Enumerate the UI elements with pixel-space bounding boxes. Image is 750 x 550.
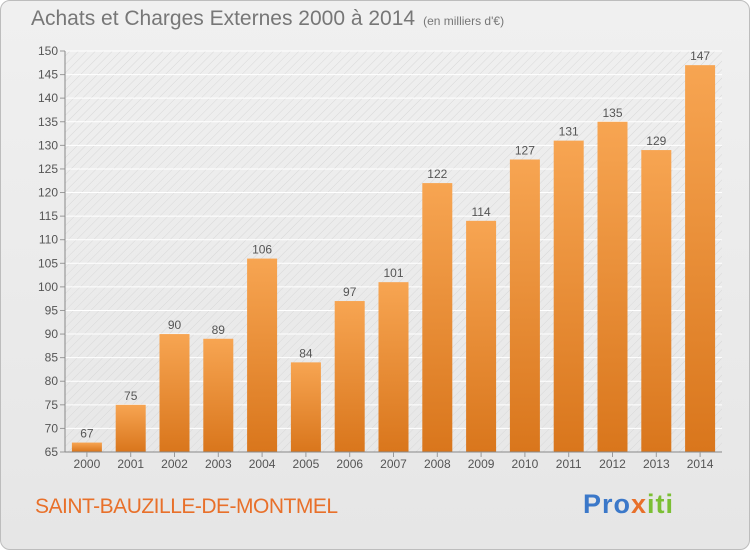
bar-value-label: 75 xyxy=(124,389,138,403)
bar-value-label: 90 xyxy=(168,318,182,332)
y-tick-label: 105 xyxy=(38,256,58,270)
y-tick-label: 65 xyxy=(45,445,59,459)
bar-value-label: 84 xyxy=(299,346,313,360)
y-tick-label: 85 xyxy=(45,351,59,365)
logo-part-3: iti xyxy=(647,489,675,519)
x-tick-label: 2012 xyxy=(599,457,626,471)
logo-part-2: x xyxy=(631,489,648,519)
bar xyxy=(509,159,540,452)
y-tick-label: 90 xyxy=(45,327,59,341)
x-tick-label: 2001 xyxy=(117,457,144,471)
x-tick-label: 2007 xyxy=(380,457,407,471)
y-tick-label: 120 xyxy=(38,186,58,200)
bar-value-label: 129 xyxy=(646,134,666,148)
x-tick-label: 2000 xyxy=(74,457,101,471)
x-tick-label: 2003 xyxy=(205,457,232,471)
bar xyxy=(378,282,409,452)
proxiti-logo: Proxiti xyxy=(583,489,674,520)
y-tick-label: 115 xyxy=(39,209,58,223)
chart-title: Achats et Charges Externes 2000 à 2014 (e… xyxy=(31,7,504,31)
bar-value-label: 114 xyxy=(472,205,491,219)
y-tick-label: 145 xyxy=(38,68,58,82)
y-tick-label: 125 xyxy=(38,162,58,176)
x-tick-label: 2014 xyxy=(687,457,714,471)
bar xyxy=(422,183,453,452)
bar-value-label: 89 xyxy=(212,323,226,337)
x-tick-label: 2002 xyxy=(161,457,188,471)
commune-name: SAINT-BAUZILLE-DE-MONTMEL xyxy=(35,495,338,518)
y-tick-label: 140 xyxy=(38,91,58,105)
x-tick-label: 2009 xyxy=(468,457,495,471)
x-tick-label: 2008 xyxy=(424,457,451,471)
bar xyxy=(71,442,102,452)
bar-value-label: 127 xyxy=(515,144,535,158)
bar xyxy=(553,140,584,452)
bar xyxy=(641,150,672,452)
bar-value-label: 147 xyxy=(690,49,710,63)
bar-value-label: 106 xyxy=(252,243,272,257)
y-tick-label: 135 xyxy=(38,115,58,129)
bar-value-label: 97 xyxy=(343,285,357,299)
y-tick-label: 95 xyxy=(45,303,59,317)
x-tick-label: 2011 xyxy=(556,457,582,471)
bar xyxy=(203,338,234,452)
bar xyxy=(115,404,146,452)
x-tick-label: 2013 xyxy=(643,457,670,471)
bar xyxy=(334,301,365,452)
y-tick-label: 100 xyxy=(38,280,58,294)
bar xyxy=(597,121,628,452)
y-axis: 65 70 75 80 85 90 95 100 105 110 115 120 125 130 135 14… xyxy=(38,44,66,459)
logo-part-1: Pro xyxy=(583,489,632,519)
y-tick-label: 130 xyxy=(38,138,58,152)
bar xyxy=(685,65,716,452)
x-axis: 2000 2001 2002 2003 2004 2005 2006 2007 2008 2009… xyxy=(65,451,722,471)
x-tick-label: 2010 xyxy=(512,457,539,471)
bars: 67 75 90 89 106 84 97 101 122 114 127 131 135 129 147 xyxy=(71,49,716,452)
y-tick-label: 80 xyxy=(45,374,59,388)
bar-value-label: 122 xyxy=(427,167,447,181)
y-tick-label: 150 xyxy=(38,44,58,58)
y-tick-label: 70 xyxy=(45,421,59,435)
bar-value-label: 101 xyxy=(383,266,403,280)
x-tick-label: 2006 xyxy=(336,457,363,471)
chart-unit: (en milliers d'€) xyxy=(423,14,505,28)
chart-title-text: Achats et Charges Externes 2000 à 2014 xyxy=(31,7,416,30)
bar xyxy=(159,334,190,452)
bar xyxy=(247,258,278,452)
y-tick-label: 110 xyxy=(39,233,58,247)
y-tick-label: 75 xyxy=(45,398,59,412)
bar-value-label: 67 xyxy=(80,427,94,441)
x-tick-label: 2005 xyxy=(293,457,320,471)
x-tick-label: 2004 xyxy=(249,457,276,471)
bar xyxy=(466,220,497,452)
bar-value-label: 135 xyxy=(602,106,622,120)
bar xyxy=(290,362,321,452)
bar-value-label: 131 xyxy=(559,125,579,139)
